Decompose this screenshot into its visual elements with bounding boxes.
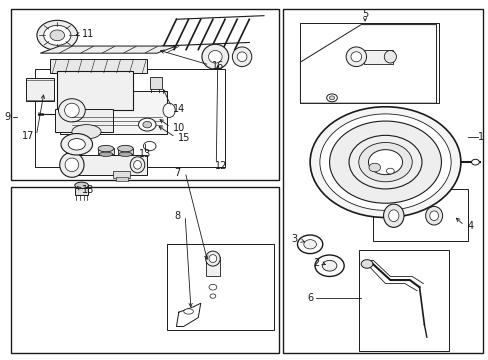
Bar bbox=[11, 187, 278, 353]
Bar bbox=[35, 69, 224, 167]
Bar bbox=[116, 177, 127, 181]
Ellipse shape bbox=[346, 47, 366, 67]
Text: 6: 6 bbox=[307, 293, 313, 303]
Circle shape bbox=[386, 168, 393, 174]
Ellipse shape bbox=[202, 44, 228, 69]
Circle shape bbox=[297, 235, 322, 253]
Circle shape bbox=[358, 143, 411, 182]
Circle shape bbox=[329, 121, 441, 203]
Circle shape bbox=[322, 260, 336, 271]
Bar bbox=[117, 148, 133, 154]
Bar bbox=[166, 244, 273, 330]
Bar bbox=[75, 188, 88, 195]
Text: 2: 2 bbox=[313, 258, 319, 268]
Text: 8: 8 bbox=[174, 211, 180, 221]
Polygon shape bbox=[300, 24, 436, 103]
Ellipse shape bbox=[60, 152, 84, 177]
Ellipse shape bbox=[75, 182, 88, 189]
Text: 16: 16 bbox=[211, 61, 224, 71]
Circle shape bbox=[208, 284, 216, 290]
Ellipse shape bbox=[383, 204, 403, 227]
Ellipse shape bbox=[61, 134, 92, 155]
Text: 3: 3 bbox=[291, 234, 297, 244]
Circle shape bbox=[368, 163, 380, 172]
Circle shape bbox=[314, 255, 344, 276]
Text: 1: 1 bbox=[477, 132, 483, 142]
Text: 13: 13 bbox=[139, 149, 151, 159]
Bar bbox=[50, 59, 147, 73]
Text: 9: 9 bbox=[5, 112, 11, 122]
Bar bbox=[372, 189, 467, 241]
Bar bbox=[57, 71, 132, 111]
Bar bbox=[64, 155, 147, 175]
Bar bbox=[113, 171, 130, 178]
Ellipse shape bbox=[118, 152, 132, 157]
Text: 12: 12 bbox=[215, 161, 227, 171]
Ellipse shape bbox=[133, 161, 141, 169]
Circle shape bbox=[319, 114, 450, 210]
Circle shape bbox=[143, 141, 156, 151]
Ellipse shape bbox=[99, 152, 113, 157]
Circle shape bbox=[43, 25, 71, 45]
Ellipse shape bbox=[68, 139, 85, 150]
Bar bbox=[205, 257, 220, 276]
Bar bbox=[55, 109, 113, 132]
Ellipse shape bbox=[117, 145, 133, 152]
Text: 11: 11 bbox=[81, 29, 94, 39]
Circle shape bbox=[142, 121, 151, 128]
Text: 7: 7 bbox=[174, 168, 180, 178]
Ellipse shape bbox=[429, 211, 438, 221]
Ellipse shape bbox=[64, 103, 79, 117]
Ellipse shape bbox=[208, 50, 222, 63]
Circle shape bbox=[50, 30, 64, 41]
Circle shape bbox=[309, 107, 460, 217]
Ellipse shape bbox=[350, 52, 361, 62]
Ellipse shape bbox=[208, 255, 216, 262]
Text: 18: 18 bbox=[81, 185, 94, 195]
Text: 17: 17 bbox=[22, 131, 34, 141]
Ellipse shape bbox=[425, 206, 442, 225]
Polygon shape bbox=[40, 46, 176, 53]
Text: 5: 5 bbox=[361, 9, 367, 19]
Ellipse shape bbox=[232, 47, 251, 67]
Bar bbox=[26, 78, 54, 102]
Text: 14: 14 bbox=[172, 104, 184, 113]
Bar bbox=[98, 148, 114, 154]
Circle shape bbox=[361, 260, 372, 268]
Ellipse shape bbox=[59, 99, 85, 122]
Bar bbox=[60, 91, 166, 134]
Circle shape bbox=[470, 159, 478, 165]
Ellipse shape bbox=[98, 145, 114, 152]
Circle shape bbox=[37, 20, 78, 50]
Ellipse shape bbox=[326, 94, 337, 102]
Bar bbox=[11, 9, 278, 180]
Ellipse shape bbox=[163, 103, 175, 117]
Circle shape bbox=[209, 294, 215, 298]
Bar bbox=[358, 249, 448, 351]
Ellipse shape bbox=[329, 96, 334, 100]
Bar bbox=[149, 77, 162, 89]
Bar bbox=[363, 50, 392, 64]
Bar bbox=[283, 9, 482, 353]
Ellipse shape bbox=[72, 125, 101, 139]
Ellipse shape bbox=[384, 50, 396, 63]
Ellipse shape bbox=[65, 158, 79, 172]
Circle shape bbox=[368, 150, 402, 175]
Text: 10: 10 bbox=[172, 123, 184, 133]
Circle shape bbox=[303, 240, 316, 249]
Ellipse shape bbox=[205, 251, 220, 266]
Text: 15: 15 bbox=[177, 133, 189, 143]
Ellipse shape bbox=[183, 309, 193, 314]
Ellipse shape bbox=[237, 52, 246, 62]
Circle shape bbox=[138, 118, 156, 131]
Bar bbox=[300, 23, 438, 103]
Circle shape bbox=[348, 135, 421, 189]
Ellipse shape bbox=[388, 210, 398, 222]
Text: 4: 4 bbox=[467, 221, 473, 231]
Ellipse shape bbox=[130, 157, 144, 173]
